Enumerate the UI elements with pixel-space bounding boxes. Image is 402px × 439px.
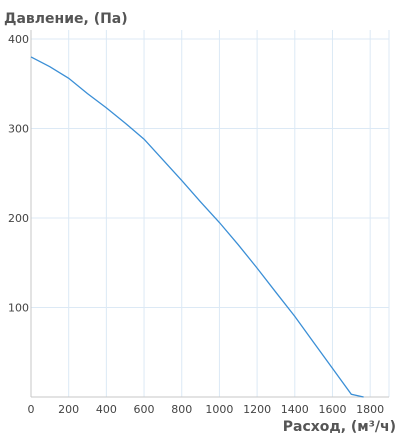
x-tick-label: 600 [134, 403, 155, 416]
y-tick-label: 100 [8, 301, 29, 314]
x-tick-label: 1400 [281, 403, 309, 416]
x-tick-label: 200 [58, 403, 79, 416]
x-tick-label: 1200 [243, 403, 271, 416]
axes [30, 30, 389, 398]
series-layer [30, 56, 364, 398]
x-tick-label: 0 [28, 403, 35, 416]
y-tick-label: 300 [8, 122, 29, 135]
y-tick-label: 200 [8, 212, 29, 225]
x-axis-title: Расход, (м³/ч) [283, 419, 396, 435]
x-tick-label: 1800 [356, 403, 384, 416]
x-tick-label: 800 [171, 403, 192, 416]
y-tick-label: 400 [8, 33, 29, 46]
tick-labels: 0 200 400 600 800 1000 1200 1400 1600 1800 100 200 3… [8, 33, 384, 416]
grid [31, 30, 390, 397]
x-tick-label: 400 [96, 403, 117, 416]
y-axis-title: Давление, (Па) [4, 11, 128, 27]
pressure-curve-line [30, 56, 364, 398]
x-tick-label: 1600 [318, 403, 346, 416]
x-tick-label: 1000 [205, 403, 233, 416]
